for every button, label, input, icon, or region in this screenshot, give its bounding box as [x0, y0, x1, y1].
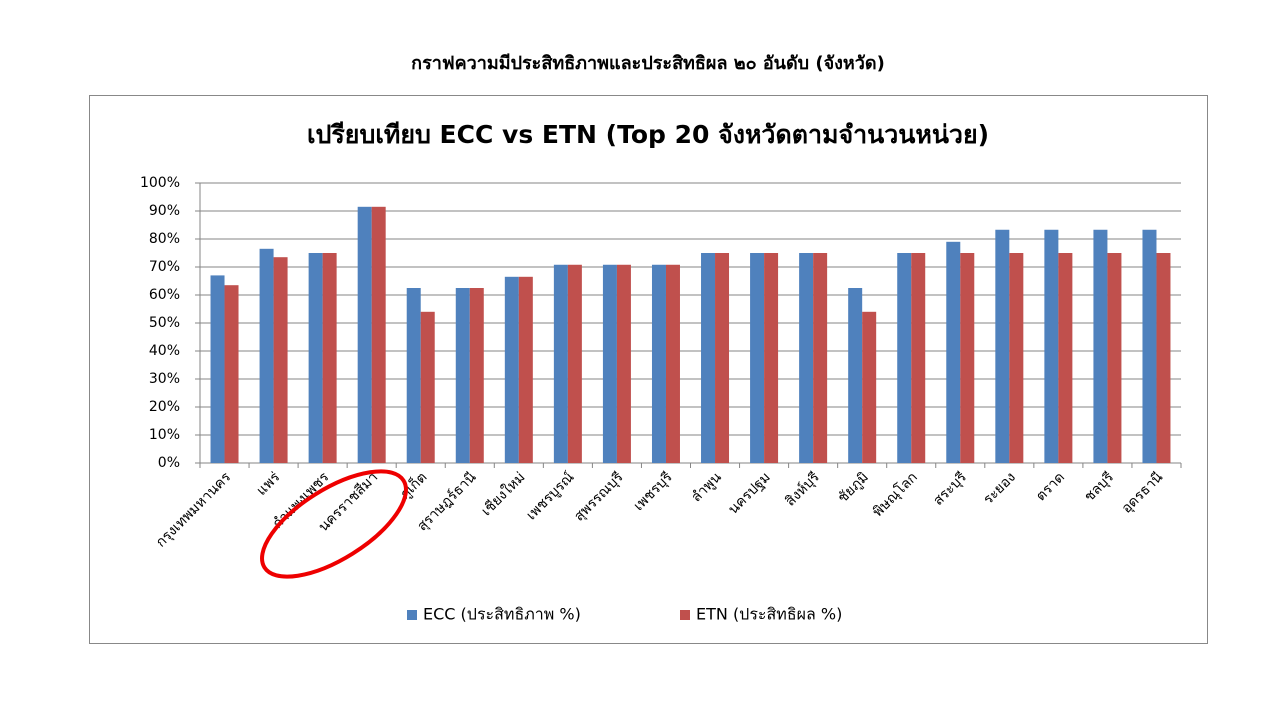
legend-swatch [680, 610, 690, 620]
bar [715, 253, 730, 463]
y-tick-label: 20% [149, 399, 180, 415]
highlight-ellipse [260, 469, 408, 579]
bar [799, 253, 814, 463]
bar [862, 311, 877, 463]
y-tick-label: 10% [149, 427, 180, 443]
bar [1044, 229, 1059, 463]
bar [960, 253, 975, 463]
y-tick-label: 70% [149, 259, 180, 275]
bar [455, 288, 470, 463]
bar [813, 253, 828, 463]
bar [224, 285, 239, 463]
bar [357, 206, 372, 464]
bar [322, 253, 337, 463]
y-tick-label: 90% [149, 203, 180, 219]
legend-swatch [407, 610, 417, 620]
y-tick-label: 40% [149, 343, 180, 359]
y-tick-label: 0% [158, 455, 180, 471]
y-tick-label: 30% [149, 371, 180, 387]
bar [518, 276, 533, 463]
legend-label: ECC (ประสิทธิภาพ %) [423, 605, 581, 624]
bar [308, 253, 323, 463]
bar [553, 264, 568, 463]
bar [1107, 253, 1122, 463]
bar [259, 248, 274, 463]
bar [764, 253, 779, 463]
bar [665, 264, 680, 463]
bar [567, 264, 582, 463]
bar [210, 275, 225, 463]
bar [273, 257, 288, 463]
chart-frame [89, 95, 1208, 644]
bar [1058, 253, 1073, 463]
y-tick-label: 50% [149, 315, 180, 331]
y-tick-label: 80% [149, 231, 180, 247]
y-tick-label: 100% [140, 175, 180, 191]
bar [469, 288, 484, 463]
legend-label: ETN (ประสิทธิผล %) [696, 605, 842, 624]
bar [750, 253, 765, 463]
bar [1156, 253, 1171, 463]
bar [701, 253, 716, 463]
bar [946, 241, 961, 463]
bar [406, 288, 421, 463]
bar [1009, 253, 1024, 463]
bar [1093, 229, 1108, 463]
bar [848, 288, 863, 463]
bar [504, 276, 519, 463]
bar [911, 253, 926, 463]
y-tick-label: 60% [149, 287, 180, 303]
bar [420, 311, 435, 463]
bar [616, 264, 631, 463]
bar [371, 206, 386, 464]
slide-title: กราฟความมีประสิทธิภาพและประสิทธิผล ๒๐ อั… [411, 53, 885, 74]
bar [1142, 229, 1157, 463]
bar [602, 264, 617, 463]
bar [651, 264, 666, 463]
chart-title: เปรียบเทียบ ECC vs ETN (Top 20 จังหวัดตา… [307, 120, 989, 149]
bar [897, 253, 912, 463]
bar [995, 229, 1010, 463]
